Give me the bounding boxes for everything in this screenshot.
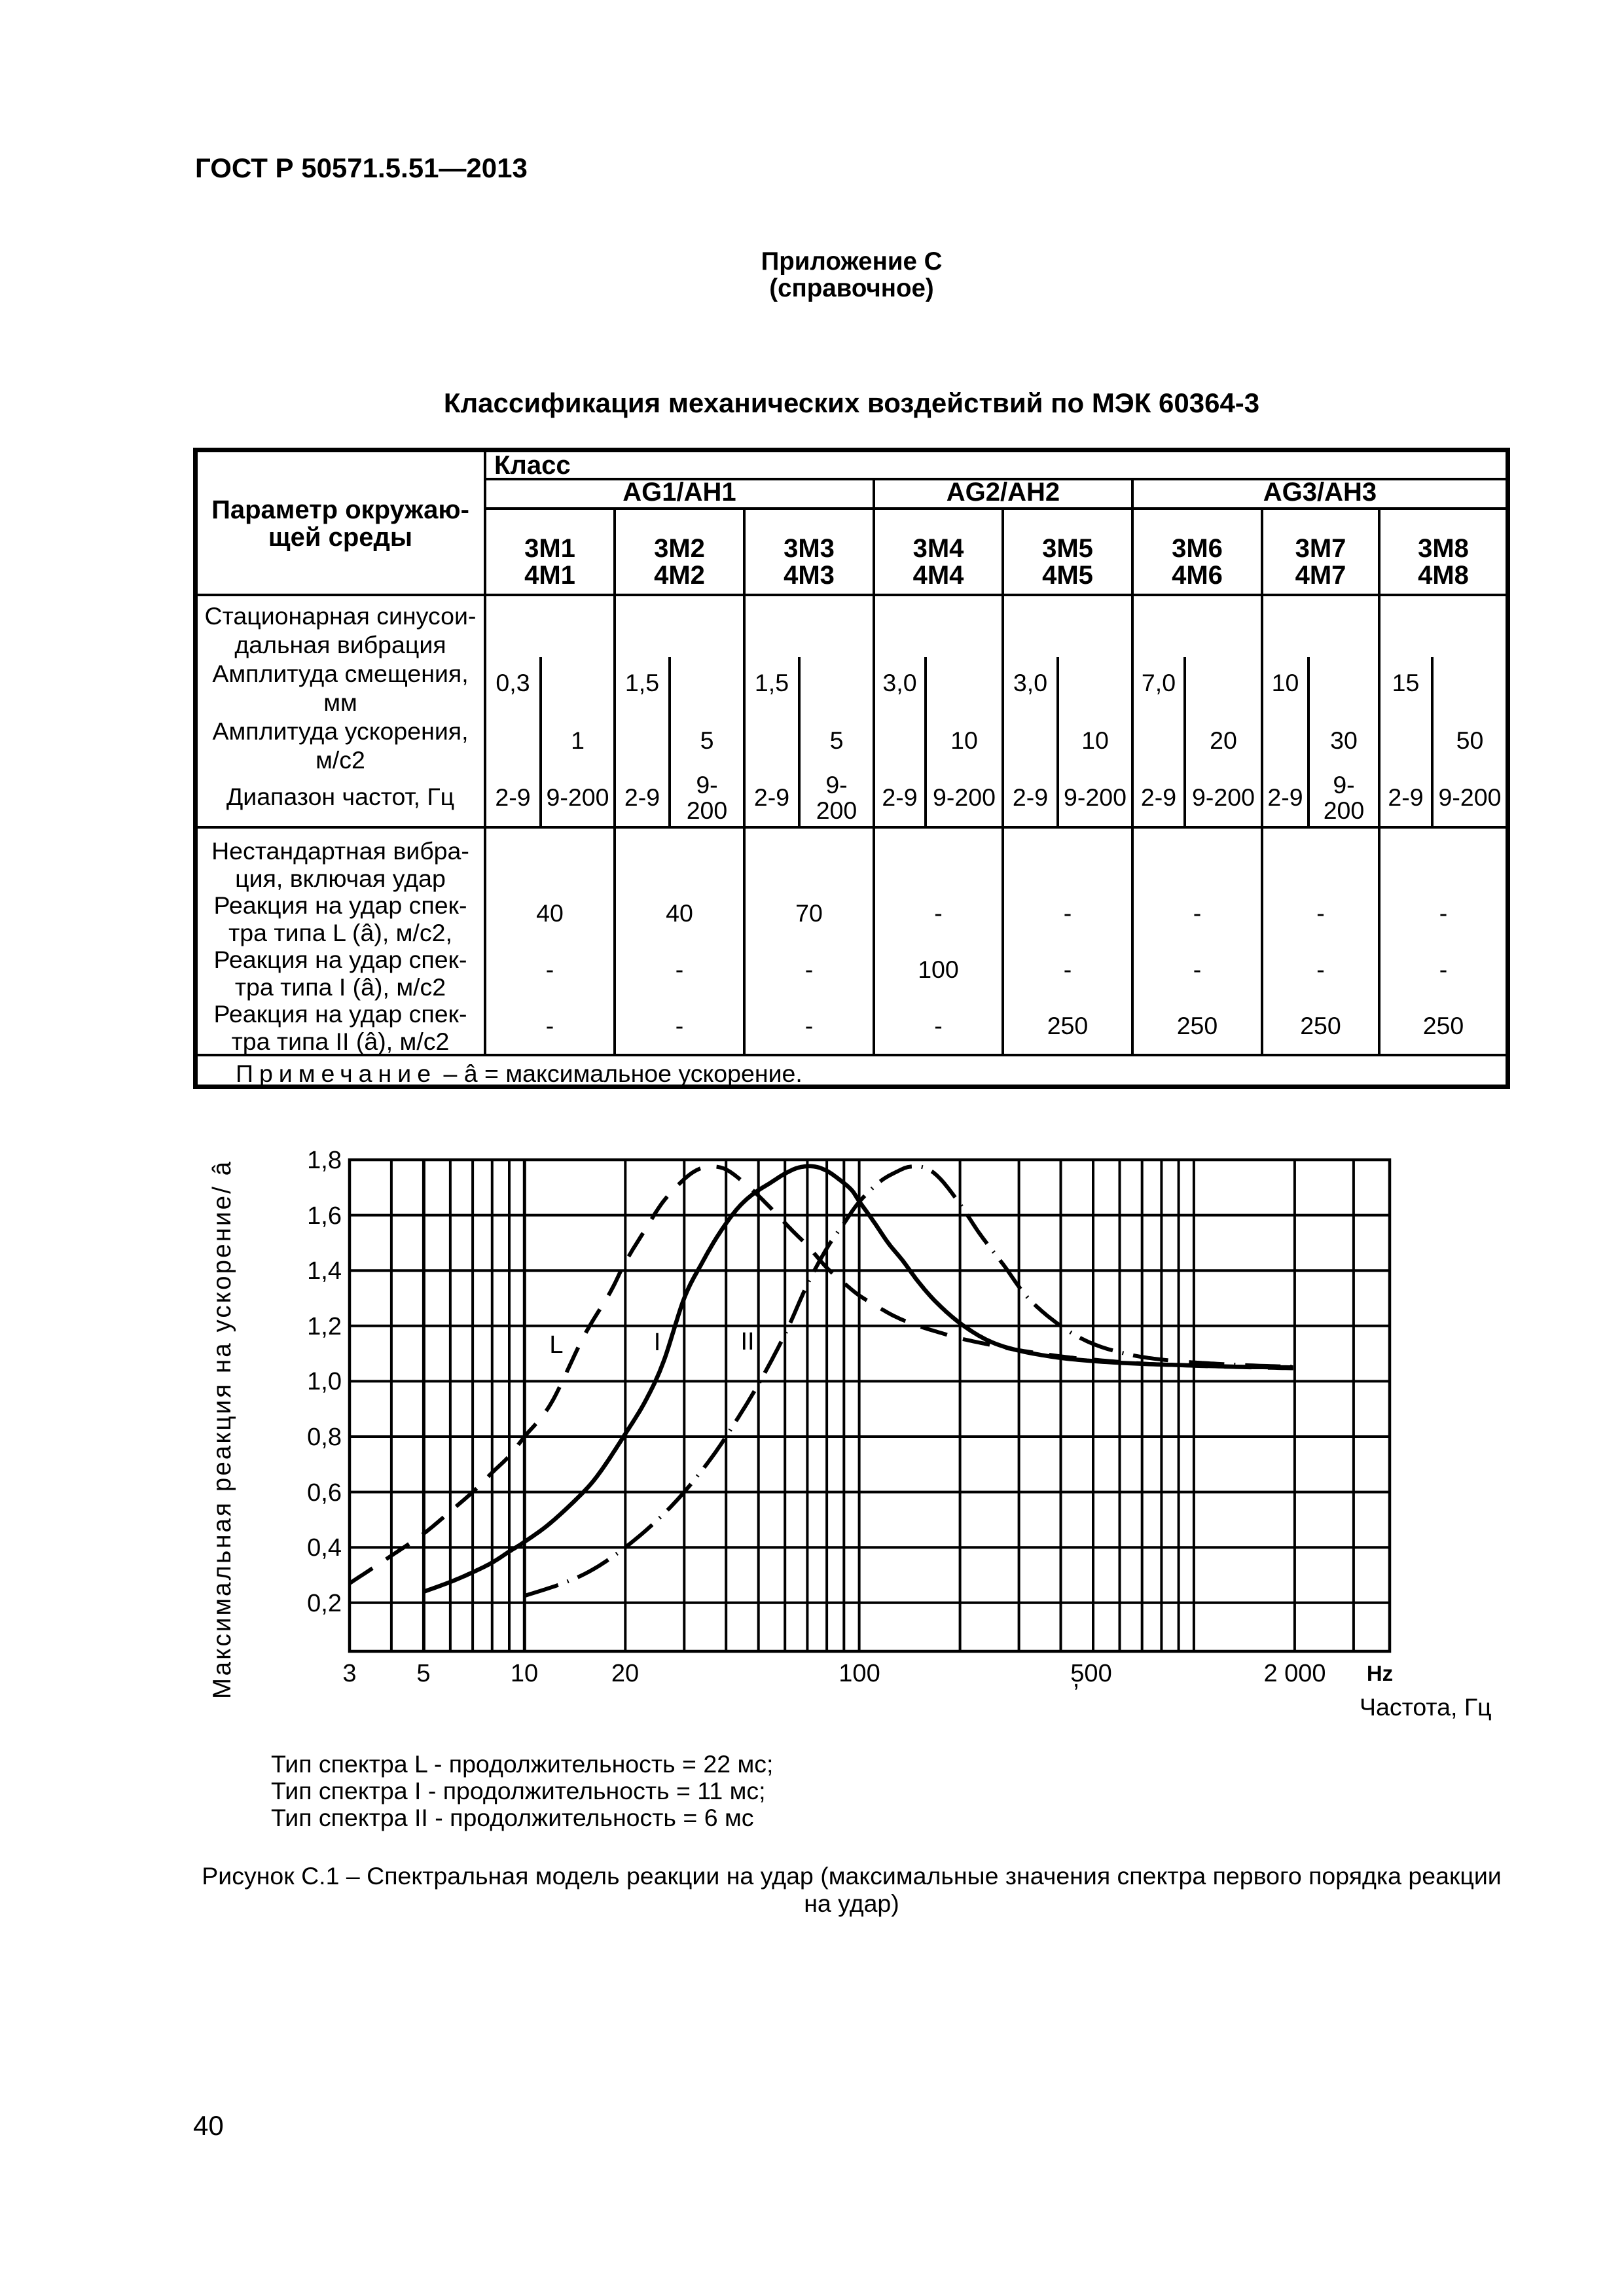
- svg-text:20: 20: [611, 1660, 639, 1687]
- svg-text:I: I: [654, 1329, 661, 1356]
- svg-text:1,6: 1,6: [307, 1202, 342, 1230]
- svg-text:2 000: 2 000: [1263, 1660, 1326, 1687]
- svg-text:,: ,: [1073, 1665, 1080, 1693]
- svg-text:0,6: 0,6: [307, 1479, 342, 1507]
- svg-text:1,0: 1,0: [307, 1368, 342, 1395]
- svg-text:10: 10: [511, 1660, 538, 1687]
- svg-text:3: 3: [342, 1660, 356, 1687]
- svg-text:1,4: 1,4: [307, 1257, 342, 1285]
- svg-text:0,4: 0,4: [307, 1534, 342, 1562]
- svg-text:0,8: 0,8: [307, 1424, 342, 1451]
- svg-text:Частота, Гц: Частота, Гц: [1360, 1693, 1492, 1721]
- svg-text:100: 100: [839, 1660, 880, 1687]
- svg-text:L: L: [549, 1331, 563, 1359]
- svg-text:Hz: Hz: [1367, 1661, 1393, 1685]
- svg-text:1,8: 1,8: [307, 1147, 342, 1174]
- svg-text:5: 5: [416, 1660, 430, 1687]
- svg-text:Максимальная реакция на ускоре: Максимальная реакция на ускорение/ â: [208, 1160, 236, 1699]
- svg-text:0,2: 0,2: [307, 1590, 342, 1617]
- svg-text:II: II: [740, 1328, 754, 1355]
- svg-text:1,2: 1,2: [307, 1313, 342, 1340]
- svg-text:500: 500: [1070, 1660, 1111, 1687]
